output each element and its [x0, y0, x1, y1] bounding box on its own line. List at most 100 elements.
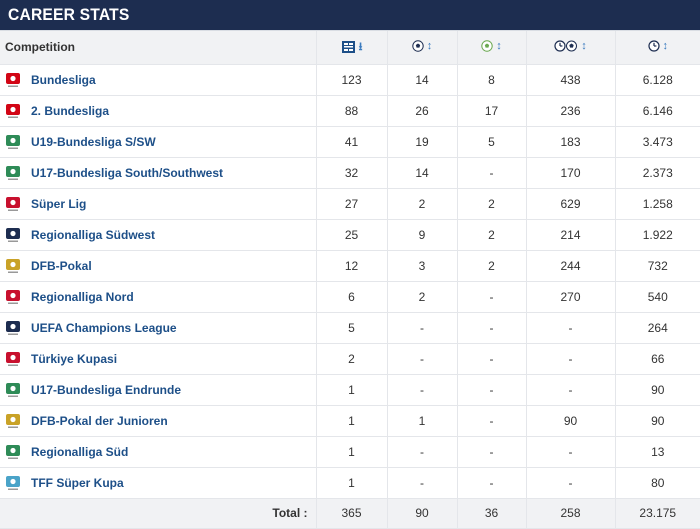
minutes-cell: 540 — [614, 281, 700, 313]
competition-name-cell: U17-Bundesliga South/Southwest — [30, 157, 316, 189]
assists-cell: 2 — [456, 250, 526, 282]
competition-link[interactable]: UEFA Champions League — [31, 320, 177, 335]
competition-logo-icon[interactable] — [4, 133, 22, 151]
competition-logo-icon[interactable] — [4, 288, 22, 306]
table-row: U19-Bundesliga S/SW 41 19 5 183 3.473 — [0, 126, 700, 158]
competition-logo-icon[interactable] — [4, 164, 22, 182]
assists-cell: 2 — [456, 219, 526, 251]
goals-cell: 2 — [386, 188, 457, 220]
competition-name-cell: Türkiye Kupasi — [30, 343, 316, 375]
assists-cell: - — [456, 157, 526, 189]
competition-logo-icon[interactable] — [4, 71, 22, 89]
goals-cell: - — [386, 467, 457, 499]
table-row: Regionalliga Süd 1- - -13 — [0, 436, 700, 468]
competition-logo-icon[interactable] — [4, 443, 22, 461]
column-header-competition: Competition — [0, 31, 316, 65]
competition-logo-cell — [0, 436, 30, 468]
competition-link[interactable]: U19-Bundesliga S/SW — [31, 134, 156, 149]
competition-logo-cell — [0, 250, 30, 282]
column-header-appearances[interactable]: ⭳ — [315, 31, 387, 65]
assists-cell: - — [456, 343, 526, 375]
competition-logo-icon[interactable] — [4, 195, 22, 213]
competition-logo-cell — [0, 281, 30, 313]
minutes-cell: 90 — [614, 405, 700, 437]
goals-cell: - — [386, 312, 457, 344]
goals-cell: - — [386, 374, 457, 406]
competition-link[interactable]: 2. Bundesliga — [31, 103, 110, 118]
appearances-cell: 6 — [315, 281, 387, 313]
goals-cell: - — [386, 343, 457, 375]
minutes-per-goal-cell: - — [525, 374, 615, 406]
competition-link[interactable]: Süper Lig — [31, 196, 87, 211]
competition-link[interactable]: DFB-Pokal der Junioren — [31, 413, 168, 428]
minutes-cell: 66 — [614, 343, 700, 375]
goals-cell: 14 — [386, 157, 457, 189]
column-header-minutes[interactable]: ↕ — [614, 31, 700, 65]
sort-icon[interactable]: ↕ — [581, 39, 587, 52]
competition-logo-cell — [0, 157, 30, 189]
competition-logo-icon[interactable] — [4, 350, 22, 368]
competition-name-cell: Regionalliga Südwest — [30, 219, 316, 251]
minutes-per-goal-cell: 244 — [525, 250, 615, 282]
minutes-cell: 1.922 — [614, 219, 700, 251]
competition-logo-icon[interactable] — [4, 319, 22, 337]
competition-logo-icon[interactable] — [4, 381, 22, 399]
total-appearances: 365 — [315, 498, 387, 529]
appearances-cell: 32 — [315, 157, 387, 189]
competition-link[interactable]: Türkiye Kupasi — [31, 351, 118, 366]
competition-logo-cell — [0, 219, 30, 251]
appearances-cell: 88 — [315, 95, 387, 127]
table-row: DFB-Pokal der Junioren 1 1-90 90 — [0, 405, 700, 437]
assists-cell: - — [456, 467, 526, 499]
competition-logo-icon[interactable] — [4, 257, 22, 275]
goals-cell: 19 — [386, 126, 457, 158]
competition-logo-cell — [0, 126, 30, 158]
sort-desc-icon[interactable]: ⭳ — [358, 40, 363, 53]
appearances-cell: 41 — [315, 126, 387, 158]
competition-name-cell: U17-Bundesliga Endrunde — [30, 374, 316, 406]
minutes-per-goal-cell: 236 — [525, 95, 615, 127]
appearances-cell: 1 — [315, 467, 387, 499]
competition-logo-icon[interactable] — [4, 102, 22, 120]
goals-cell: 14 — [386, 64, 457, 96]
goals-cell: 26 — [386, 95, 457, 127]
competition-link[interactable]: Regionalliga Süd — [31, 444, 129, 459]
column-header-minutes-per-goal[interactable]: ↕ — [525, 31, 615, 65]
competition-name-cell: UEFA Champions League — [30, 312, 316, 344]
minutes-cell: 2.373 — [614, 157, 700, 189]
table-row: Regionalliga Nord 6 2-270 540 — [0, 281, 700, 313]
column-header-assists[interactable]: ↕ — [456, 31, 526, 65]
minutes-per-goal-cell: 629 — [525, 188, 615, 220]
table-row: TFF Süper Kupa 1- - -80 — [0, 467, 700, 499]
minutes-cell: 6.128 — [614, 64, 700, 96]
minutes-cell: 3.473 — [614, 126, 700, 158]
minutes-per-goal-cell: - — [525, 312, 615, 344]
competition-link[interactable]: Regionalliga Nord — [31, 289, 134, 304]
minutes-per-goal-icon — [554, 40, 578, 52]
competition-logo-icon[interactable] — [4, 226, 22, 244]
total-assists: 36 — [456, 498, 526, 529]
competition-logo-icon[interactable] — [4, 412, 22, 430]
sort-icon[interactable]: ↕ — [426, 39, 433, 52]
appearances-cell: 25 — [315, 219, 387, 251]
competition-link[interactable]: Bundesliga — [31, 72, 96, 87]
competition-link[interactable]: DFB-Pokal — [31, 258, 92, 273]
sort-icon[interactable]: ↕ — [496, 39, 502, 52]
competition-name-cell: DFB-Pokal der Junioren — [30, 405, 316, 437]
competition-link[interactable]: U17-Bundesliga Endrunde — [31, 382, 182, 397]
competition-name-cell: Regionalliga Süd — [30, 436, 316, 468]
minutes-cell: 6.146 — [614, 95, 700, 127]
competition-logo-icon[interactable] — [4, 474, 22, 492]
competition-name-cell: DFB-Pokal — [30, 250, 316, 282]
competition-link[interactable]: U17-Bundesliga South/Southwest — [31, 165, 224, 180]
sort-icon[interactable]: ↕ — [662, 39, 669, 52]
competition-link[interactable]: TFF Süper Kupa — [31, 475, 124, 490]
total-label: Total : — [0, 498, 316, 529]
appearances-cell: 27 — [315, 188, 387, 220]
assists-cell: - — [456, 281, 526, 313]
competition-link[interactable]: Regionalliga Südwest — [31, 227, 156, 242]
column-header-goals[interactable]: ↕ — [386, 31, 457, 65]
table-row: U17-Bundesliga Endrunde 1- - -90 — [0, 374, 700, 406]
minutes-per-goal-cell: - — [525, 343, 615, 375]
competition-logo-cell — [0, 64, 30, 96]
